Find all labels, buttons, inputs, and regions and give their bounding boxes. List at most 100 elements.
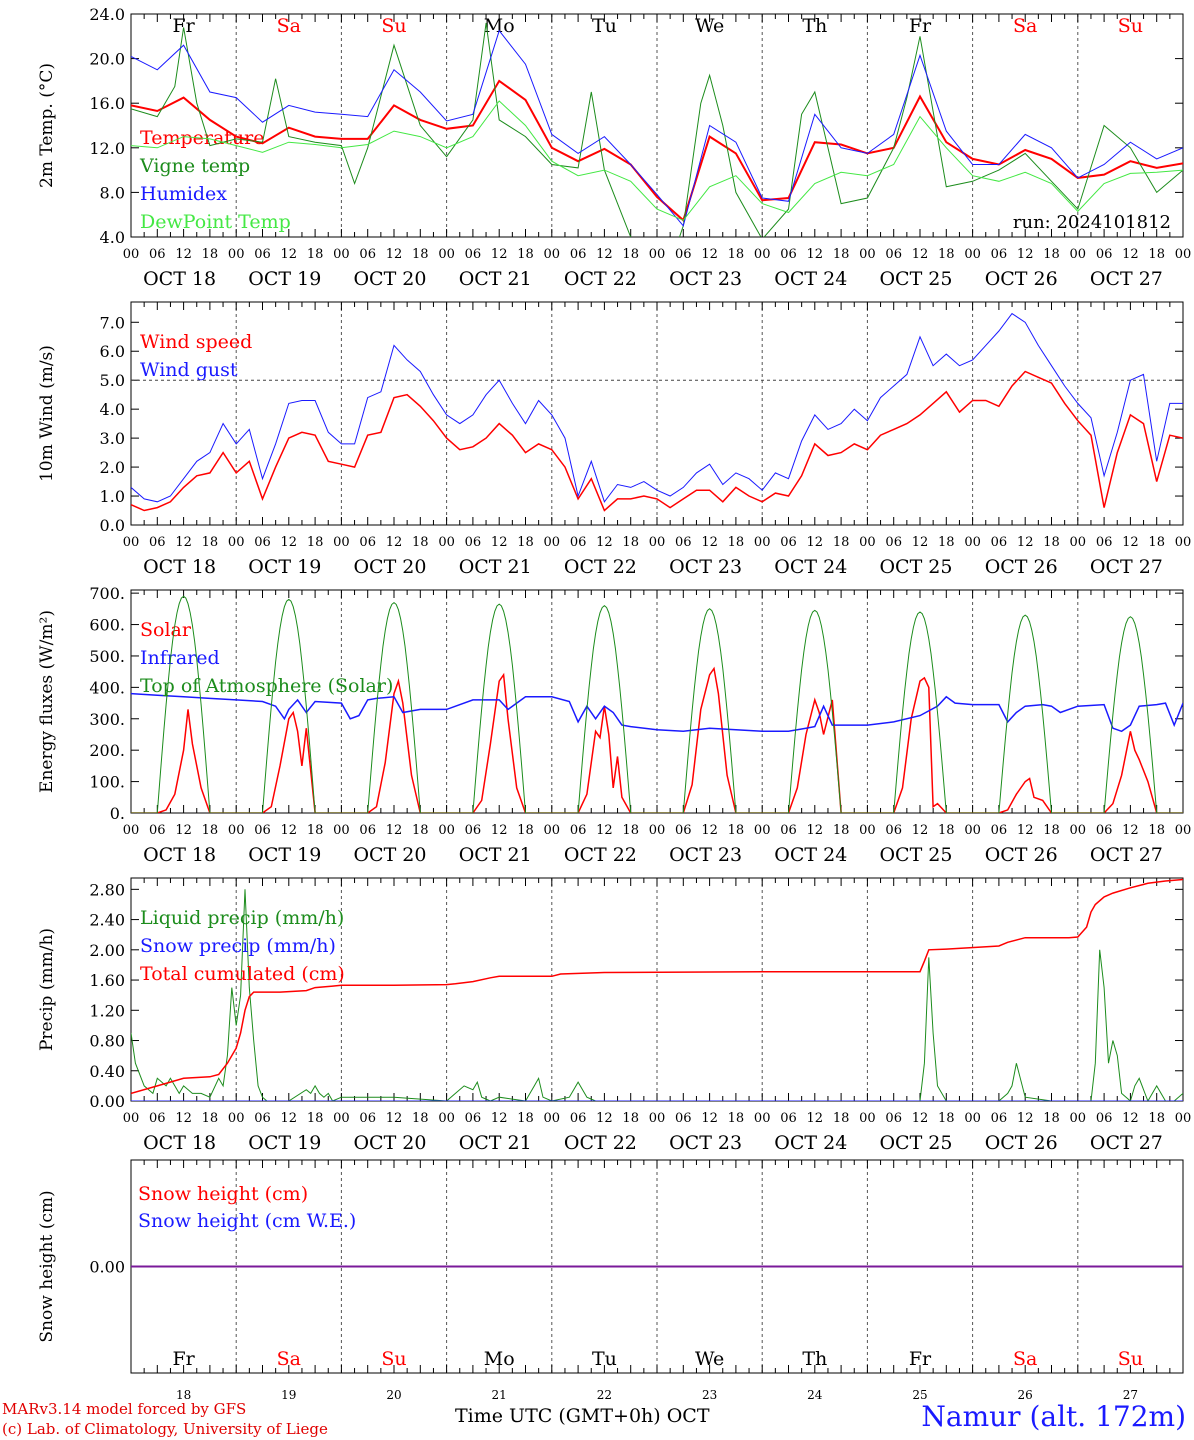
hour-tick-label: 00 bbox=[438, 823, 455, 838]
date-label: OCT 19 bbox=[248, 1132, 321, 1154]
hour-tick-label: 12 bbox=[912, 535, 929, 550]
date-label: OCT 25 bbox=[879, 1132, 952, 1154]
hour-tick-label: 18 bbox=[622, 247, 639, 262]
hour-tick-label: 06 bbox=[254, 823, 271, 838]
hour-tick-label: 18 bbox=[622, 535, 639, 550]
date-label: OCT 18 bbox=[143, 268, 216, 290]
hour-tick-label: 00 bbox=[754, 1111, 771, 1126]
hour-tick-label: 00 bbox=[964, 535, 981, 550]
hour-tick-label: 12 bbox=[912, 1111, 929, 1126]
y-tick-label: 4.0 bbox=[100, 228, 125, 247]
hour-tick-label: 18 bbox=[938, 1111, 955, 1126]
hour-tick-label: 12 bbox=[701, 247, 718, 262]
panel-frame bbox=[130, 589, 1184, 814]
hour-tick-label: 00 bbox=[649, 1111, 666, 1126]
hour-tick-label: 12 bbox=[386, 823, 403, 838]
date-label: OCT 26 bbox=[985, 556, 1058, 578]
hour-tick-label: 12 bbox=[386, 535, 403, 550]
hour-tick-label: 18 bbox=[728, 1111, 745, 1126]
hour-tick-label: 06 bbox=[1096, 1111, 1113, 1126]
hour-tick-label: 12 bbox=[281, 1111, 298, 1126]
y-tick-label: 2.00 bbox=[89, 941, 125, 960]
y-axis-label: Precip (mm/h) bbox=[37, 928, 57, 1051]
day-number-label: 20 bbox=[386, 1388, 401, 1402]
legend-entry: Vigne temp bbox=[139, 155, 250, 177]
x-axis-title: Time UTC (GMT+0h) OCT bbox=[455, 1405, 710, 1427]
weekday-label: Su bbox=[381, 15, 406, 37]
hour-tick-label: 06 bbox=[991, 247, 1008, 262]
y-tick-label: 1.0 bbox=[100, 487, 125, 506]
y-tick-label: 0.00 bbox=[89, 1258, 125, 1277]
date-label: OCT 24 bbox=[774, 844, 847, 866]
hour-tick-label: 00 bbox=[1070, 247, 1087, 262]
hour-tick-label: 18 bbox=[1043, 823, 1060, 838]
date-label: OCT 22 bbox=[564, 556, 637, 578]
weekday-label: Su bbox=[1118, 15, 1143, 37]
hour-tick-label: 06 bbox=[780, 535, 797, 550]
hour-tick-label: 12 bbox=[807, 247, 824, 262]
weekday-label: Sa bbox=[277, 1348, 301, 1370]
date-label: OCT 22 bbox=[564, 844, 637, 866]
hour-tick-label: 12 bbox=[807, 535, 824, 550]
date-label: OCT 27 bbox=[1090, 1132, 1163, 1154]
hour-tick-label: 00 bbox=[964, 1111, 981, 1126]
legend-entry: Wind gust bbox=[140, 359, 238, 381]
hour-tick-label: 18 bbox=[833, 1111, 850, 1126]
weekday-label: We bbox=[695, 15, 724, 37]
hour-tick-label: 12 bbox=[175, 1111, 192, 1126]
panel-frame bbox=[130, 13, 1184, 238]
hour-tick-label: 00 bbox=[123, 1111, 140, 1126]
hour-tick-label: 06 bbox=[675, 823, 692, 838]
y-tick-label: 1.20 bbox=[89, 1001, 125, 1020]
date-label: OCT 21 bbox=[459, 1132, 532, 1154]
panel-temp: 4.0 8.0 12.0 16.0 20.0 24.0 2m Temp. (°C) 00 06 1… bbox=[37, 5, 1191, 290]
hour-tick-label: 18 bbox=[517, 247, 534, 262]
hour-tick-label: 18 bbox=[938, 535, 955, 550]
hour-tick-label: 00 bbox=[1175, 1111, 1192, 1126]
legend-entry: Snow height (cm W.E.) bbox=[138, 1210, 356, 1232]
date-label: OCT 19 bbox=[248, 844, 321, 866]
date-label: OCT 20 bbox=[353, 844, 426, 866]
y-tick-label: 400. bbox=[89, 678, 125, 697]
hour-tick-label: 18 bbox=[1043, 535, 1060, 550]
hour-tick-label: 18 bbox=[307, 823, 324, 838]
weekday-label: Fr bbox=[172, 1348, 195, 1370]
hour-tick-label: 00 bbox=[123, 823, 140, 838]
hour-tick-label: 12 bbox=[1017, 535, 1034, 550]
panel-energy: 0. 100. 200. 300. 400. 500. 600. 700. Energy flu… bbox=[37, 584, 1191, 866]
weekday-label: Fr bbox=[909, 15, 932, 37]
hour-tick-label: 06 bbox=[675, 247, 692, 262]
y-tick-label: 12.0 bbox=[89, 139, 125, 158]
hour-tick-label: 12 bbox=[596, 823, 613, 838]
hour-tick-label: 06 bbox=[780, 247, 797, 262]
credit-line-2: (c) Lab. of Climatology, University of L… bbox=[2, 1420, 328, 1438]
date-label: OCT 19 bbox=[248, 268, 321, 290]
series-line-infrared bbox=[131, 692, 1183, 733]
date-label: OCT 18 bbox=[143, 556, 216, 578]
hour-tick-label: 06 bbox=[570, 823, 587, 838]
date-label: OCT 23 bbox=[669, 844, 742, 866]
legend-entry: Humidex bbox=[140, 183, 227, 205]
hour-tick-label: 00 bbox=[544, 1111, 561, 1126]
hour-tick-label: 18 bbox=[833, 247, 850, 262]
hour-tick-label: 12 bbox=[912, 823, 929, 838]
hour-tick-label: 12 bbox=[1122, 1111, 1139, 1126]
hour-tick-label: 06 bbox=[465, 823, 482, 838]
hour-tick-label: 18 bbox=[1043, 247, 1060, 262]
series-line-temperature bbox=[131, 79, 1183, 223]
y-tick-label: 24.0 bbox=[89, 5, 125, 24]
day-number-label: 23 bbox=[702, 1388, 717, 1402]
hour-tick-label: 18 bbox=[307, 1111, 324, 1126]
legend-entry: Solar bbox=[140, 619, 192, 641]
day-number-label: 21 bbox=[492, 1388, 507, 1402]
series-line-humidex bbox=[131, 29, 1183, 227]
hour-tick-label: 06 bbox=[149, 535, 166, 550]
hour-tick-label: 00 bbox=[754, 823, 771, 838]
hour-tick-label: 18 bbox=[202, 823, 219, 838]
panel-frame bbox=[130, 301, 1184, 526]
hour-tick-label: 18 bbox=[622, 823, 639, 838]
hour-tick-label: 12 bbox=[1122, 535, 1139, 550]
legend-entry: Total cumulated (cm) bbox=[140, 963, 345, 985]
y-tick-label: 7.0 bbox=[100, 313, 125, 332]
hour-tick-label: 12 bbox=[1122, 247, 1139, 262]
